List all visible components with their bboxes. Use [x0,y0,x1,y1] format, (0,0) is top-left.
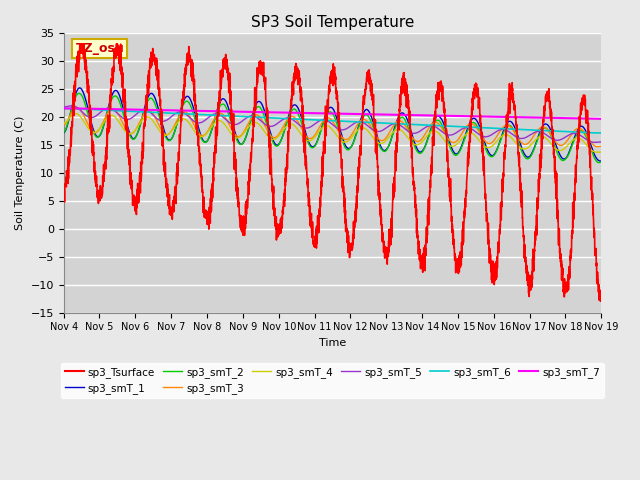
Text: TZ_osu: TZ_osu [76,42,124,55]
Title: SP3 Soil Temperature: SP3 Soil Temperature [251,15,414,30]
Legend: sp3_Tsurface, sp3_smT_1, sp3_smT_2, sp3_smT_3, sp3_smT_4, sp3_smT_5, sp3_smT_6, : sp3_Tsurface, sp3_smT_1, sp3_smT_2, sp3_… [61,362,604,398]
Y-axis label: Soil Temperature (C): Soil Temperature (C) [15,115,25,230]
X-axis label: Time: Time [319,338,346,348]
